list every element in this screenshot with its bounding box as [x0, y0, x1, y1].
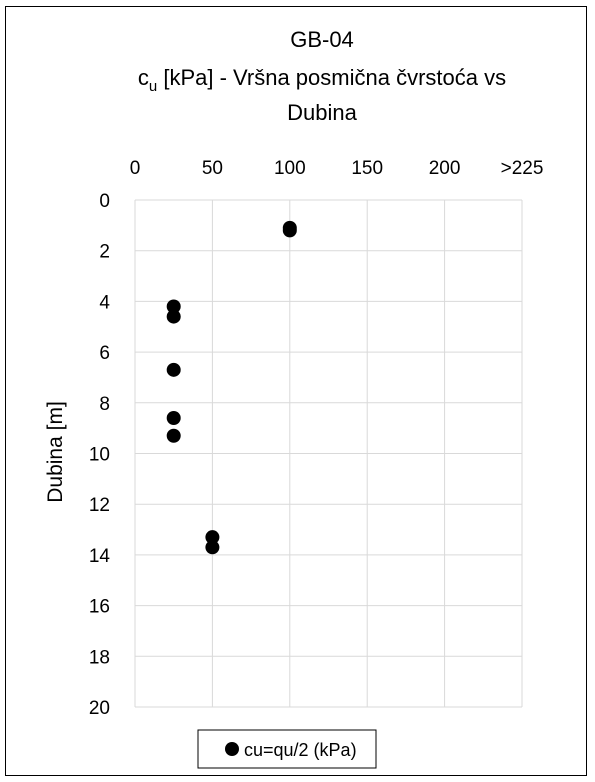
chart-title-prefix: c: [138, 65, 149, 90]
grid: [134, 199, 523, 708]
x-tick-label: >225: [501, 158, 544, 179]
x-tick-labels: 0 50 100 150 200 >225: [130, 158, 544, 179]
chart-title-line2: cu [kPa] - Vršna posmična čvrstoća vs: [138, 65, 506, 95]
x-tick-label: 150: [351, 158, 383, 179]
legend-marker: [225, 742, 239, 756]
data-point: [166, 362, 181, 377]
y-tick-label: 0: [99, 191, 110, 212]
y-axis-label: Dubina [m]: [44, 401, 67, 503]
data-point: [282, 223, 297, 238]
x-tick-label: 100: [274, 158, 306, 179]
data-point: [205, 540, 220, 555]
x-tick-label: 50: [202, 158, 223, 179]
chart-title-line1: GB-04: [290, 27, 354, 52]
chart-title-rest: [kPa] - Vršna posmična čvrstoća vs: [157, 65, 506, 90]
data-point: [166, 411, 181, 426]
y-tick-label: 20: [89, 698, 110, 719]
y-tick-label: 10: [89, 445, 110, 466]
legend-label: cu=qu/2 (kPa): [244, 740, 357, 760]
y-tick-labels: 0 2 4 6 8 10 12 14 16 18 20: [89, 191, 111, 719]
chart-title-line3: Dubina: [287, 100, 357, 125]
y-tick-label: 4: [99, 292, 110, 313]
y-tick-label: 12: [89, 495, 110, 516]
y-tick-label: 2: [99, 242, 110, 263]
data-point: [166, 299, 181, 314]
y-tick-label: 8: [99, 394, 110, 415]
data-point: [166, 309, 181, 324]
legend: cu=qu/2 (kPa): [197, 729, 377, 769]
data-point: [205, 530, 220, 545]
data-points: [166, 220, 297, 555]
data-point: [166, 428, 181, 443]
y-tick-label: 18: [89, 647, 110, 668]
y-tick-label: 6: [99, 343, 110, 364]
x-tick-label: 200: [429, 158, 461, 179]
chart-title-subscript: u: [149, 78, 157, 95]
x-tick-label: 0: [130, 158, 141, 179]
chart-frame: [5, 6, 587, 776]
y-tick-label: 14: [89, 546, 111, 567]
y-tick-label: 16: [89, 597, 110, 618]
